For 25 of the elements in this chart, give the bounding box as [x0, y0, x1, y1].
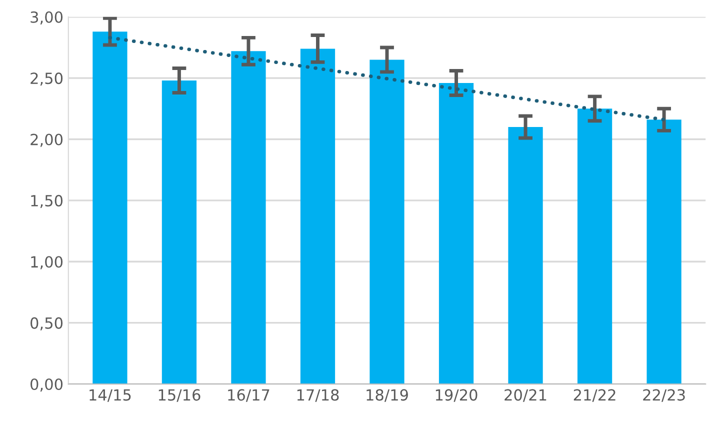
- x-tick-label: 14/15: [90, 389, 131, 402]
- x-tick-label: 22/23: [643, 389, 685, 402]
- x-tick-label: 21/22: [574, 389, 616, 402]
- bar: [92, 32, 128, 384]
- x-tick-label: 17/18: [297, 389, 339, 402]
- x-tick-label: 15/16: [158, 389, 200, 402]
- x-tick-label: 16/17: [228, 389, 270, 402]
- bar: [646, 120, 682, 384]
- bar: [300, 48, 336, 384]
- x-tick-label: 20/21: [504, 389, 546, 402]
- bar: [231, 51, 266, 384]
- y-tick-label: 1,50: [31, 194, 63, 208]
- y-tick-label: 1,00: [31, 256, 63, 270]
- x-tick-label: 19/20: [436, 389, 478, 402]
- bar: [370, 60, 404, 384]
- bar: [162, 80, 197, 384]
- y-tick-label: 2,00: [30, 134, 63, 147]
- y-tick-label: 0,50: [30, 317, 63, 330]
- y-tick-label: 2,50: [30, 72, 63, 86]
- x-tick-label: 18/19: [366, 389, 408, 402]
- y-tick-label: 0,00: [30, 378, 63, 392]
- bar: [438, 82, 474, 384]
- y-tick-label: 3,00: [30, 11, 63, 24]
- bar: [577, 108, 612, 384]
- bar: [508, 127, 543, 384]
